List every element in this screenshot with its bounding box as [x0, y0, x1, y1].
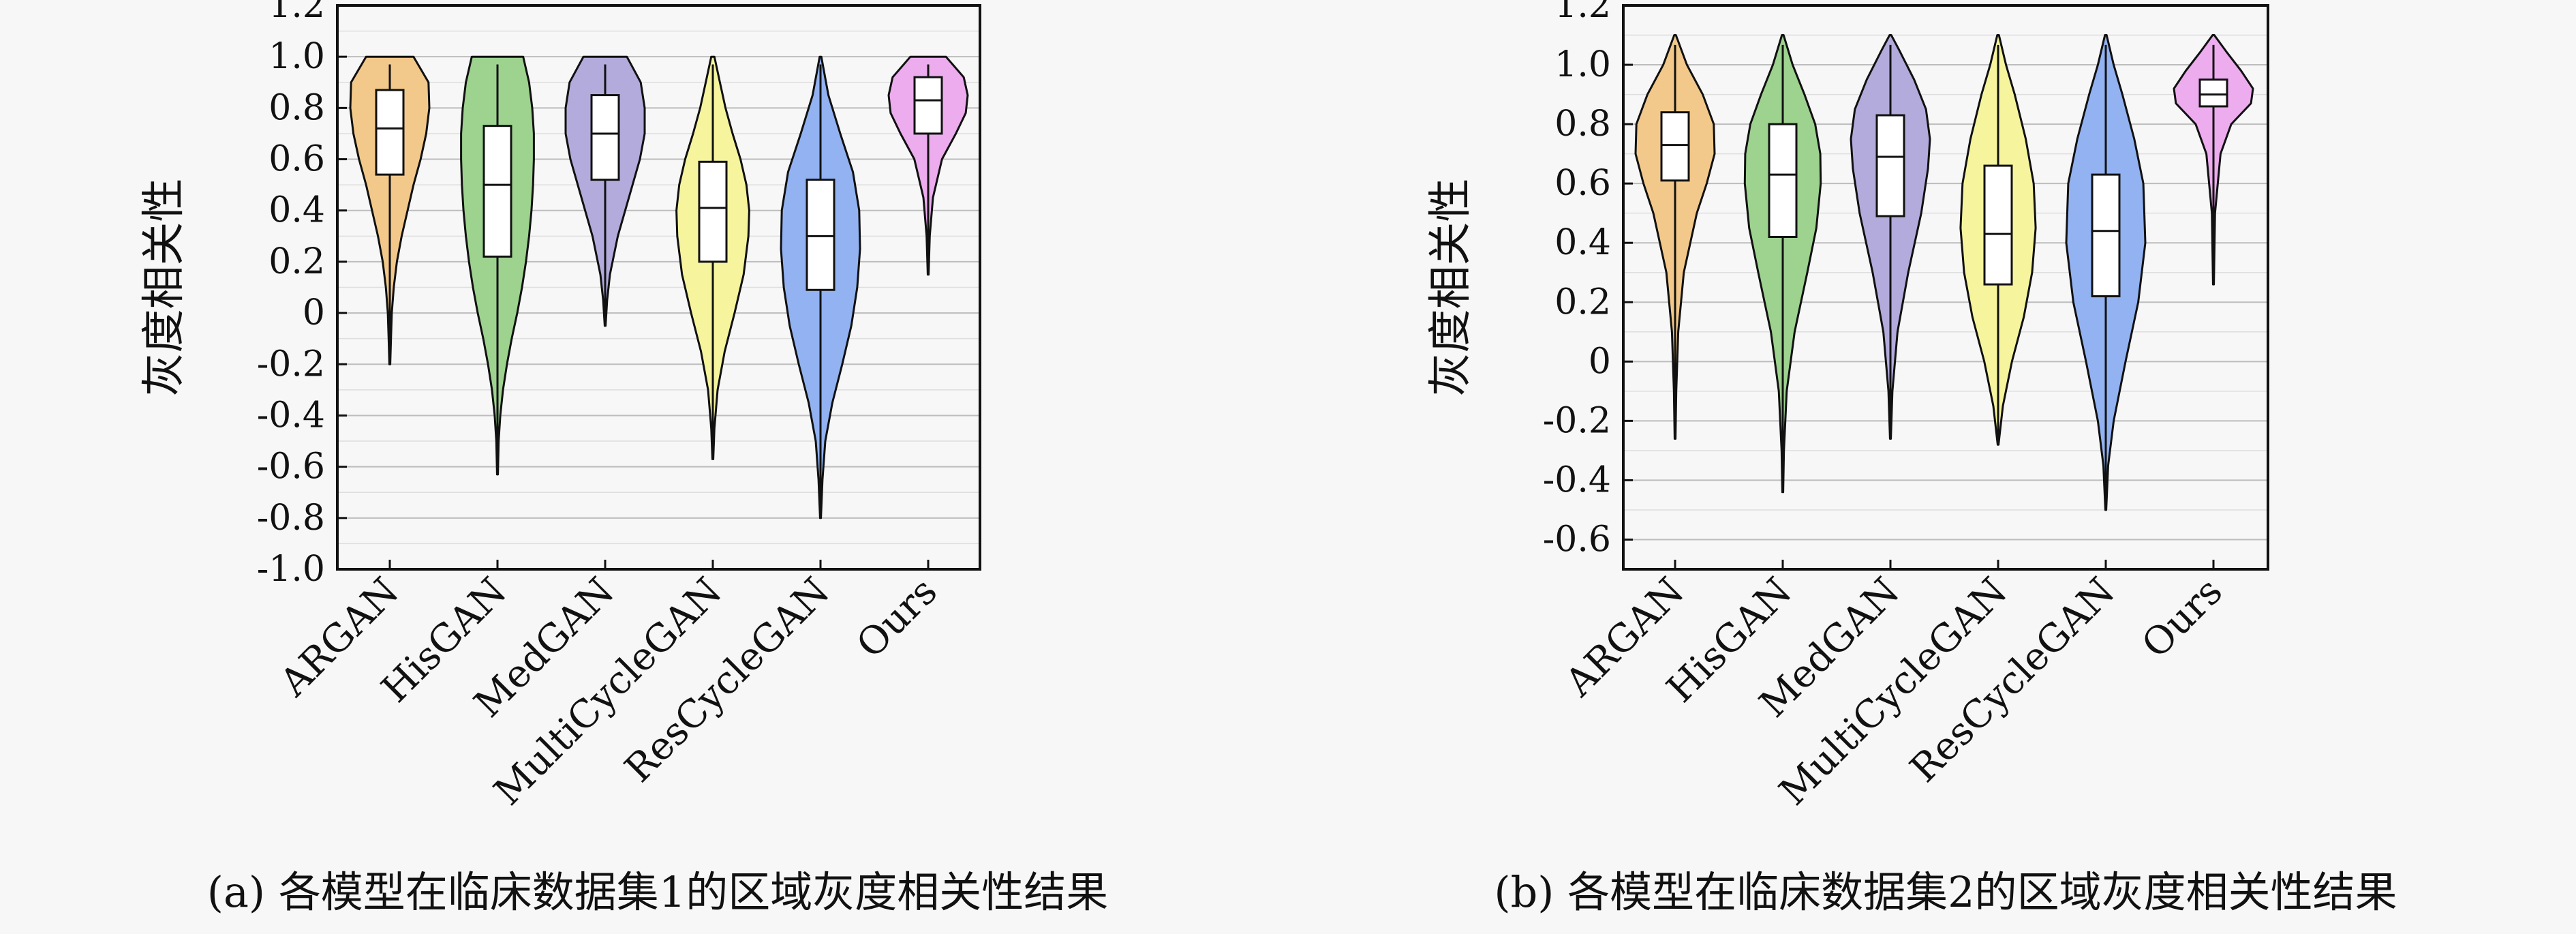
- box-argan: [1660, 111, 1690, 182]
- y-tick-label: 0.2: [269, 241, 325, 282]
- box-ours: [913, 76, 943, 135]
- panel-caption: (a) 各模型在临床数据集1的区域灰度相关性结果: [207, 867, 1109, 917]
- y-tick-label: 1.0: [1554, 44, 1611, 85]
- plot-frame: [336, 4, 981, 571]
- y-tick-label: 1.0: [269, 36, 325, 77]
- y-tick-label: 0: [303, 292, 325, 333]
- y-tick-label: 0.6: [1554, 163, 1611, 204]
- y-tick-label: 0: [1589, 341, 1611, 382]
- y-tick-label: -0.6: [1543, 519, 1611, 560]
- y-tick-label: 0.4: [269, 190, 325, 231]
- y-tick-label: -0.8: [257, 498, 325, 539]
- box-argan: [375, 89, 405, 176]
- chart-panel-b: -0.6-0.4-0.200.20.40.60.81.01.2灰度相关性ARGA…: [1426, 0, 2397, 917]
- box-ours: [2198, 78, 2228, 108]
- y-tick-label: 0.8: [269, 87, 325, 128]
- plot-frame: [1622, 4, 2269, 571]
- y-axis-label: 灰度相关性: [1426, 179, 1476, 397]
- box-hisgan: [1768, 123, 1798, 239]
- box-medgan: [590, 94, 620, 181]
- y-tick-label: -0.2: [257, 344, 325, 385]
- y-axis-label: 灰度相关性: [139, 179, 189, 397]
- panel-caption: (b) 各模型在临床数据集2的区域灰度相关性结果: [1494, 867, 2397, 917]
- x-tick-label: Ours: [2134, 569, 2231, 667]
- y-tick-label: 0.6: [269, 139, 325, 180]
- y-tick-label: 0.4: [1554, 222, 1611, 263]
- y-tick-label: -0.4: [1543, 460, 1611, 500]
- y-tick-label: -0.2: [1543, 400, 1611, 441]
- chart-panel-a: -1.0 -0.8 -0.6 -0.4 -0.2 0 0.2 0.4 0.6 0.8 1.0 1.2 灰…: [139, 0, 1108, 917]
- y-tick-label: 0.2: [1554, 282, 1611, 322]
- x-tick-label: Ours: [848, 569, 946, 667]
- box-multicyclegan: [1983, 164, 2013, 286]
- y-tick-label: -0.6: [257, 447, 325, 487]
- box-rescyclegan: [806, 179, 835, 291]
- box-hisgan: [482, 125, 512, 258]
- y-tick-label: -1.0: [257, 549, 325, 590]
- y-tick-label: 0.8: [1554, 104, 1611, 145]
- plot-area: [1623, 5, 2268, 569]
- y-tick-label: 1.2: [1554, 0, 1611, 26]
- box-multicyclegan: [698, 160, 728, 263]
- box-rescyclegan: [2091, 173, 2121, 298]
- y-tick-label: 1.2: [269, 0, 325, 26]
- y-tick-label: -0.4: [257, 395, 325, 436]
- box-medgan: [1875, 114, 1905, 217]
